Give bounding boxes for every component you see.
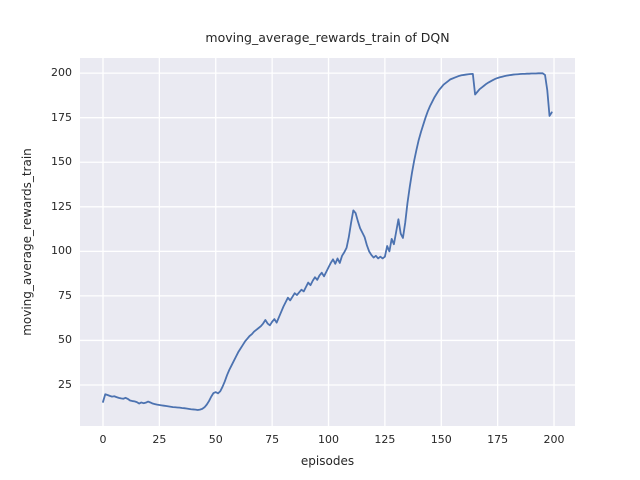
x-tick-label: 25 <box>152 433 167 446</box>
x-tick-label: 175 <box>487 433 509 446</box>
x-tick-label: 150 <box>430 433 452 446</box>
y-tick-label: 175 <box>51 110 72 124</box>
y-tick-label: 125 <box>51 199 72 213</box>
plot-area <box>80 58 575 426</box>
x-tick-label: 125 <box>374 433 396 446</box>
x-tick-label: 0 <box>99 433 107 446</box>
y-tick-label: 50 <box>58 333 72 347</box>
x-tick-label: 200 <box>543 433 565 446</box>
x-tick-label: 100 <box>318 433 339 446</box>
x-tick-label: 75 <box>265 433 280 446</box>
x-axis-label: episodes <box>300 454 355 468</box>
plot-svg <box>80 58 575 426</box>
x-tick-label: 50 <box>208 433 223 446</box>
y-tick-label: 200 <box>51 66 72 80</box>
y-tick-label: 100 <box>51 244 72 258</box>
plot-title: moving_average_rewards_train of DQN <box>205 30 450 45</box>
y-axis-label: moving_average_rewards_train <box>20 148 34 336</box>
y-tick-label: 75 <box>58 288 72 302</box>
y-tick-label: 150 <box>51 155 72 169</box>
y-tick-label: 25 <box>58 378 72 391</box>
data-line-moving_average_rewards_train <box>102 72 553 411</box>
